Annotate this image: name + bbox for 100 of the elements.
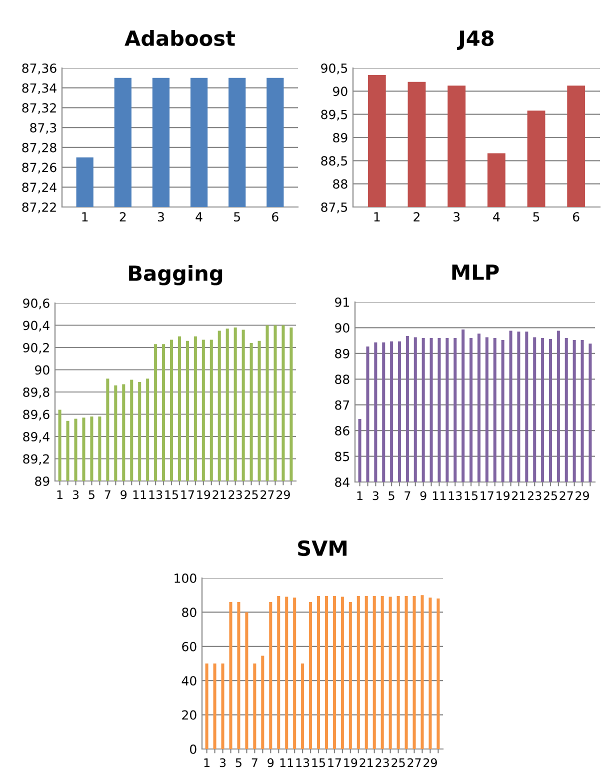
x-tick-label: 17	[480, 491, 494, 500]
x-tick-label: 11	[280, 758, 294, 767]
x-tick-label: 7	[404, 491, 410, 500]
bar	[380, 596, 384, 749]
x-tick-label: 3	[454, 212, 460, 222]
bar	[428, 598, 432, 749]
y-tick-label: 88	[335, 374, 350, 384]
y-tick-label: 87,26	[22, 162, 56, 174]
y-tick-label: 90	[335, 323, 350, 333]
y-tick-label: 87,3	[30, 123, 56, 134]
x-tick-label: 3	[372, 491, 378, 500]
x-tick-label: 21	[512, 491, 526, 500]
y-tick-label: 20	[182, 710, 196, 720]
x-tick-label: 4	[493, 212, 500, 222]
y-tick-label: 80	[182, 608, 196, 618]
x-tick-label: 2	[120, 212, 126, 222]
x-tick-label: 6	[272, 212, 278, 222]
x-tick-label: 29	[276, 490, 290, 500]
x-tick-label: 4	[196, 212, 202, 222]
x-tick-label: 19	[344, 758, 358, 768]
chart-title: SVM	[298, 540, 347, 556]
y-tick-label: 87,32	[22, 103, 56, 114]
x-tick-label: 23	[376, 758, 389, 768]
x-tick-label: 25	[544, 491, 557, 500]
bar	[332, 596, 336, 749]
y-tick-label: 87,28	[22, 142, 56, 154]
x-tick-label: 29	[576, 491, 589, 500]
x-tick-label: 9	[268, 758, 274, 768]
bar	[412, 596, 416, 749]
bar	[364, 596, 368, 749]
y-tick-label: 85	[335, 452, 350, 462]
x-tick-label: 3	[220, 758, 226, 768]
x-tick-label: 13	[296, 758, 310, 768]
x-tick-label: 13	[149, 490, 162, 500]
y-tick-label: 89	[335, 348, 350, 358]
y-tick-label: 89	[333, 132, 348, 142]
x-tick-label: 19	[197, 490, 210, 500]
x-tick-label: 2	[414, 212, 420, 222]
bar	[269, 602, 272, 749]
bar	[293, 598, 296, 749]
bar	[356, 596, 360, 749]
y-tick-label: 87,24	[22, 182, 56, 194]
bar	[277, 596, 280, 749]
x-tick-label: 11	[133, 490, 146, 499]
x-tick-label: 7	[104, 490, 110, 499]
y-tick-label: 89,5	[321, 110, 348, 121]
x-tick-label: 3	[158, 212, 164, 222]
y-tick-label: 89,4	[23, 432, 50, 443]
x-tick-label: 23	[528, 491, 542, 500]
y-tick-label: 90	[333, 86, 348, 96]
y-tick-label: 91	[335, 297, 349, 307]
y-tick-label: 88,5	[321, 156, 348, 167]
y-tick-label: 89,8	[23, 387, 50, 398]
bar	[221, 664, 224, 749]
x-tick-label: 15	[312, 758, 325, 768]
y-tick-label: 90,6	[23, 298, 50, 310]
x-tick-label: 23	[228, 490, 242, 500]
x-tick-label: 21	[212, 490, 226, 499]
x-tick-label: 5	[533, 212, 540, 222]
bar	[404, 596, 408, 749]
x-tick-label: 13	[448, 491, 462, 500]
x-tick-label: 9	[420, 491, 426, 500]
bar	[261, 656, 264, 749]
x-tick-label: 5	[234, 212, 240, 222]
y-tick-label: 90,5	[321, 63, 348, 74]
y-tick-label: 86	[335, 426, 350, 436]
bar	[348, 602, 352, 749]
y-tick-label: 84	[335, 477, 350, 487]
bar	[237, 602, 240, 749]
bar	[340, 596, 344, 749]
chart-title: Adaboost	[124, 30, 236, 46]
x-tick-label: 15	[464, 491, 478, 500]
bar	[301, 664, 304, 749]
x-tick-label: 29	[424, 758, 437, 768]
bar	[316, 596, 320, 749]
x-tick-label: 25	[244, 490, 258, 500]
x-tick-label: 1	[57, 490, 62, 499]
x-tick-label: 1	[357, 491, 362, 500]
bar	[324, 596, 328, 749]
x-tick-label: 1	[204, 758, 210, 767]
y-tick-label: 87	[335, 400, 350, 410]
x-tick-label: 25	[392, 758, 405, 768]
y-tick-label: 87,36	[22, 63, 56, 74]
x-tick-label: 27	[560, 491, 573, 500]
y-tick-label: 89,2	[23, 454, 49, 465]
bar	[229, 602, 232, 749]
x-tick-label: 1	[82, 212, 88, 222]
x-tick-label: 3	[72, 490, 79, 500]
bar	[396, 596, 400, 749]
bar	[436, 598, 440, 749]
x-tick-label: 17	[328, 758, 341, 767]
y-tick-label: 90	[35, 365, 50, 375]
bar	[245, 612, 248, 749]
y-tick-label: 100	[174, 573, 196, 583]
x-tick-label: 1	[374, 212, 380, 222]
x-tick-label: 9	[120, 490, 127, 500]
y-tick-label: 87,22	[22, 202, 56, 214]
x-tick-label: 19	[496, 491, 510, 500]
bar	[285, 596, 288, 749]
x-tick-label: 11	[433, 491, 446, 500]
